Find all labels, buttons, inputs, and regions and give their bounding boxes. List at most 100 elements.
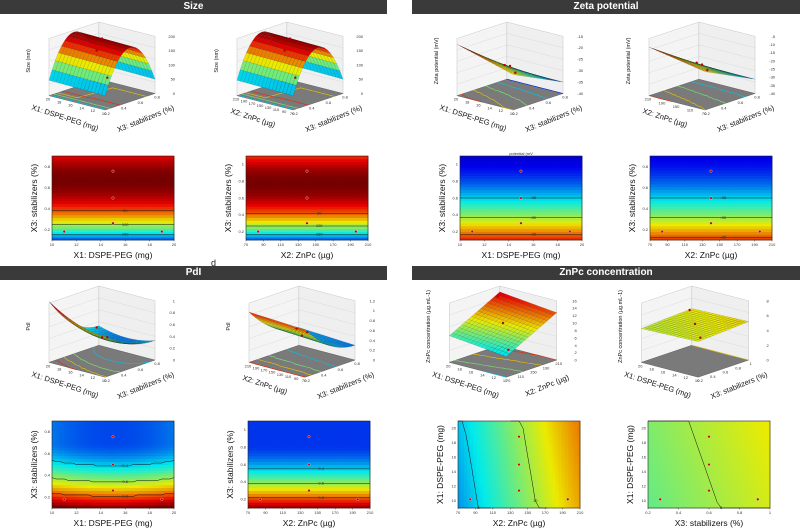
heatmap-cell bbox=[64, 217, 68, 221]
heatmap-cell bbox=[152, 186, 157, 190]
heatmap-cell bbox=[346, 175, 351, 179]
heatmap-cell bbox=[109, 212, 114, 216]
heatmap-cell bbox=[103, 212, 108, 216]
heatmap-cell bbox=[569, 223, 574, 227]
heatmap-cell bbox=[343, 181, 348, 185]
heatmap-cell bbox=[659, 167, 663, 171]
heatmap-cell bbox=[548, 178, 552, 182]
heatmap-cell bbox=[548, 175, 552, 179]
heatmap-cell bbox=[106, 172, 111, 176]
heatmap-cell bbox=[355, 175, 360, 179]
heatmap-cell bbox=[545, 156, 549, 160]
heatmap-cell bbox=[656, 167, 660, 171]
heatmap-cell bbox=[517, 212, 522, 216]
heatmap-cell bbox=[496, 206, 501, 210]
heatmap-cell bbox=[61, 212, 65, 216]
heatmap-cell bbox=[116, 167, 120, 171]
heatmap-cell bbox=[103, 198, 108, 202]
heatmap-cell bbox=[267, 228, 271, 232]
heatmap-cell bbox=[463, 231, 467, 235]
surface-facet bbox=[312, 51, 320, 60]
heatmap-cell bbox=[67, 192, 71, 196]
heatmap-cell bbox=[119, 167, 123, 171]
heatmap-cell bbox=[109, 226, 114, 230]
heatmap-cell bbox=[659, 237, 663, 241]
heatmap-cell bbox=[653, 212, 657, 216]
heatmap-cell bbox=[472, 209, 476, 213]
heatmap-cell bbox=[164, 198, 169, 202]
heatmap-cell bbox=[478, 192, 482, 196]
heatmap-cell bbox=[249, 237, 253, 241]
heatmap-cell bbox=[273, 231, 277, 235]
heatmap-cell bbox=[575, 178, 580, 182]
heatmap-cell bbox=[137, 226, 141, 230]
heatmap-cell bbox=[340, 214, 344, 218]
heatmap-cell bbox=[557, 237, 562, 241]
heatmap-cell bbox=[70, 214, 74, 218]
heatmap-cell bbox=[545, 175, 549, 179]
heatmap-cell bbox=[103, 181, 108, 185]
heatmap-cell bbox=[100, 220, 105, 224]
heatmap-cell bbox=[146, 184, 150, 188]
heatmap-cell bbox=[122, 231, 126, 235]
heatmap-cell bbox=[91, 158, 96, 162]
heatmap-cell bbox=[116, 158, 120, 162]
heatmap-cell bbox=[303, 175, 308, 179]
heatmap-cell bbox=[364, 223, 369, 227]
surface-facet bbox=[666, 54, 674, 58]
heatmap-cell bbox=[499, 226, 504, 230]
surface-facet bbox=[261, 31, 269, 34]
heatmap-cell bbox=[255, 175, 259, 179]
heatmap-cell bbox=[563, 189, 568, 193]
heatmap-cell bbox=[91, 156, 96, 160]
heatmap-cell bbox=[472, 192, 476, 196]
heatmap-cell bbox=[542, 237, 546, 241]
x-tick-label: 70 bbox=[244, 242, 249, 247]
heatmap-cell bbox=[167, 234, 172, 238]
heatmap-cell bbox=[514, 189, 519, 193]
heatmap-cell bbox=[493, 237, 497, 241]
heatmap-cell bbox=[106, 156, 111, 160]
heatmap-cell bbox=[91, 234, 96, 238]
y-tick-label: 0.2 bbox=[512, 111, 518, 116]
heatmap-cell bbox=[653, 192, 657, 196]
surface-facet bbox=[86, 53, 94, 62]
heatmap-cell bbox=[119, 226, 123, 230]
heatmap-cell bbox=[569, 195, 574, 199]
heatmap-cell bbox=[161, 237, 166, 241]
heatmap-cell bbox=[349, 170, 354, 174]
heatmap-cell bbox=[264, 189, 268, 193]
heatmap-cells bbox=[460, 156, 583, 241]
heatmap-cell bbox=[113, 217, 117, 221]
heatmap-cell bbox=[152, 192, 157, 196]
heatmap-cell bbox=[73, 195, 77, 199]
heatmap-cell bbox=[340, 195, 344, 199]
heatmap-cell bbox=[328, 226, 332, 230]
heatmap-cell bbox=[514, 167, 519, 171]
heatmap-cell bbox=[502, 175, 507, 179]
heatmap-cell bbox=[276, 170, 280, 174]
heatmap-cell bbox=[52, 158, 56, 162]
heatmap-cell bbox=[276, 220, 280, 224]
heatmap-cell bbox=[88, 172, 93, 176]
heatmap-cell bbox=[94, 192, 99, 196]
heatmap-cell bbox=[134, 198, 138, 202]
heatmap-cell bbox=[300, 195, 305, 199]
heatmap-cell bbox=[55, 234, 59, 238]
heatmap-cell bbox=[505, 156, 510, 160]
heatmap-cell bbox=[125, 158, 129, 162]
heatmap-cell bbox=[358, 203, 363, 207]
heatmap-cell bbox=[252, 161, 256, 165]
heatmap-cell bbox=[155, 184, 160, 188]
heatmap-cell bbox=[481, 170, 485, 174]
heatmap-cell bbox=[264, 231, 268, 235]
heatmap-cell bbox=[246, 178, 250, 182]
heatmap-cell bbox=[533, 186, 537, 190]
heatmap-cell bbox=[484, 214, 488, 218]
heatmap-cell bbox=[563, 214, 568, 218]
heatmap-cell bbox=[82, 164, 86, 168]
x-tick-label: 14 bbox=[99, 242, 104, 247]
heatmap-cell bbox=[539, 203, 543, 207]
heatmap-cell bbox=[264, 198, 268, 202]
heatmap-cell bbox=[137, 164, 141, 168]
